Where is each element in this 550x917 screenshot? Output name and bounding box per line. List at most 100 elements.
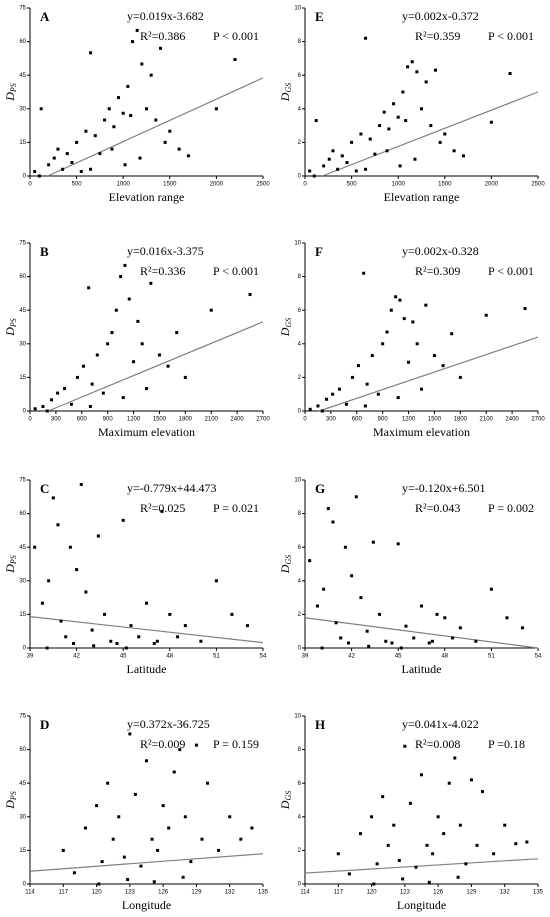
x-tick-label: 300 bbox=[51, 417, 62, 423]
x-tick-label: 48 bbox=[441, 654, 448, 660]
y-tick-label: 6 bbox=[298, 781, 302, 787]
panel-label: H bbox=[315, 717, 325, 732]
point bbox=[117, 815, 121, 819]
point bbox=[411, 320, 415, 324]
equation: y=0.002x-0.372 bbox=[402, 9, 479, 23]
point bbox=[385, 330, 389, 334]
point bbox=[100, 860, 104, 864]
x-tick-label: 1500 bbox=[163, 182, 177, 188]
panel: 114 117 120 123 126 129 132 135 0 15 30 45 60 75 Longi… bbox=[3, 714, 269, 912]
point bbox=[376, 392, 380, 396]
point bbox=[47, 163, 51, 167]
point bbox=[371, 540, 375, 544]
point bbox=[115, 642, 119, 646]
point bbox=[217, 848, 221, 852]
y-tick-label: 15 bbox=[19, 612, 26, 618]
x-axis-label: Elevation range bbox=[384, 190, 460, 204]
point bbox=[392, 823, 396, 827]
y-tick-label: 2 bbox=[298, 612, 302, 618]
point bbox=[123, 263, 127, 267]
point bbox=[392, 102, 396, 106]
x-tick-label: 500 bbox=[347, 182, 358, 188]
point bbox=[96, 534, 100, 538]
point bbox=[489, 120, 493, 124]
point bbox=[183, 624, 187, 628]
point bbox=[250, 826, 254, 830]
x-tick-label: 132 bbox=[225, 890, 236, 896]
point bbox=[199, 639, 203, 643]
point bbox=[403, 744, 407, 748]
x-tick-label: 2100 bbox=[480, 417, 494, 423]
y-tick-label: 0 bbox=[23, 882, 27, 888]
point bbox=[139, 864, 143, 868]
trend-line bbox=[318, 336, 539, 412]
point bbox=[420, 773, 423, 777]
point bbox=[350, 375, 354, 379]
panel-label: C bbox=[40, 481, 49, 496]
y-axis-label: DPS bbox=[3, 555, 18, 574]
x-tick-label: 1200 bbox=[127, 417, 141, 423]
y-axis-label: DGS bbox=[278, 791, 293, 810]
panel: 114 117 120 123 126 129 132 135 0 2 4 6 8 10 Longitude… bbox=[278, 714, 544, 912]
x-axis-label: Latitude bbox=[402, 662, 442, 676]
point bbox=[64, 635, 68, 639]
point bbox=[320, 409, 324, 413]
y-label-sub: GS bbox=[284, 83, 293, 93]
y-tick-label: 60 bbox=[19, 274, 26, 280]
point bbox=[358, 832, 362, 836]
y-tick-label: 0 bbox=[23, 646, 27, 652]
point bbox=[308, 407, 312, 411]
x-tick-label: 123 bbox=[125, 890, 136, 896]
point bbox=[402, 317, 406, 321]
trend-line bbox=[304, 858, 539, 874]
r-squared: R²=0.008 bbox=[415, 737, 460, 751]
y-axis-label: DPS bbox=[3, 318, 18, 337]
point bbox=[334, 621, 338, 625]
point bbox=[110, 147, 114, 151]
point bbox=[183, 375, 187, 379]
point bbox=[398, 164, 402, 168]
point bbox=[354, 495, 358, 499]
point bbox=[363, 404, 367, 408]
point bbox=[75, 140, 79, 144]
point bbox=[375, 862, 379, 866]
point bbox=[56, 147, 60, 151]
point bbox=[245, 624, 249, 628]
point bbox=[83, 826, 87, 830]
y-tick-label: 0 bbox=[298, 174, 302, 180]
point bbox=[412, 636, 416, 640]
x-axis-label: Longitude bbox=[122, 898, 171, 912]
y-axis-label: DPS bbox=[3, 83, 18, 102]
point bbox=[514, 842, 518, 846]
y-label-main: D bbox=[3, 327, 17, 337]
y-tick-label: 15 bbox=[19, 375, 26, 381]
x-tick-label: 117 bbox=[58, 890, 68, 896]
point bbox=[110, 331, 114, 335]
point bbox=[424, 303, 428, 307]
y-label-main: D bbox=[3, 92, 17, 102]
trend-line bbox=[47, 77, 264, 177]
point bbox=[158, 46, 162, 50]
point bbox=[88, 405, 92, 409]
equation: y=-0.120x+6.501 bbox=[402, 481, 486, 495]
point bbox=[396, 115, 400, 119]
y-tick-label: 45 bbox=[19, 73, 26, 79]
point bbox=[114, 308, 118, 312]
point bbox=[362, 271, 366, 275]
x-tick-label: 126 bbox=[158, 890, 169, 896]
point bbox=[427, 641, 431, 645]
point bbox=[52, 156, 56, 160]
point bbox=[90, 628, 94, 632]
x-tick-label: 120 bbox=[367, 890, 378, 896]
point bbox=[350, 574, 354, 578]
point bbox=[370, 354, 374, 358]
point bbox=[344, 402, 348, 406]
point bbox=[33, 545, 37, 549]
point bbox=[325, 397, 329, 401]
point bbox=[474, 639, 478, 643]
point bbox=[424, 80, 428, 84]
point bbox=[420, 604, 423, 608]
point bbox=[189, 860, 193, 864]
x-tick-label: 1000 bbox=[392, 182, 406, 188]
panel: 0 500 1000 1500 2000 2500 0 15 30 45 60 75 Elevation… bbox=[3, 6, 271, 204]
